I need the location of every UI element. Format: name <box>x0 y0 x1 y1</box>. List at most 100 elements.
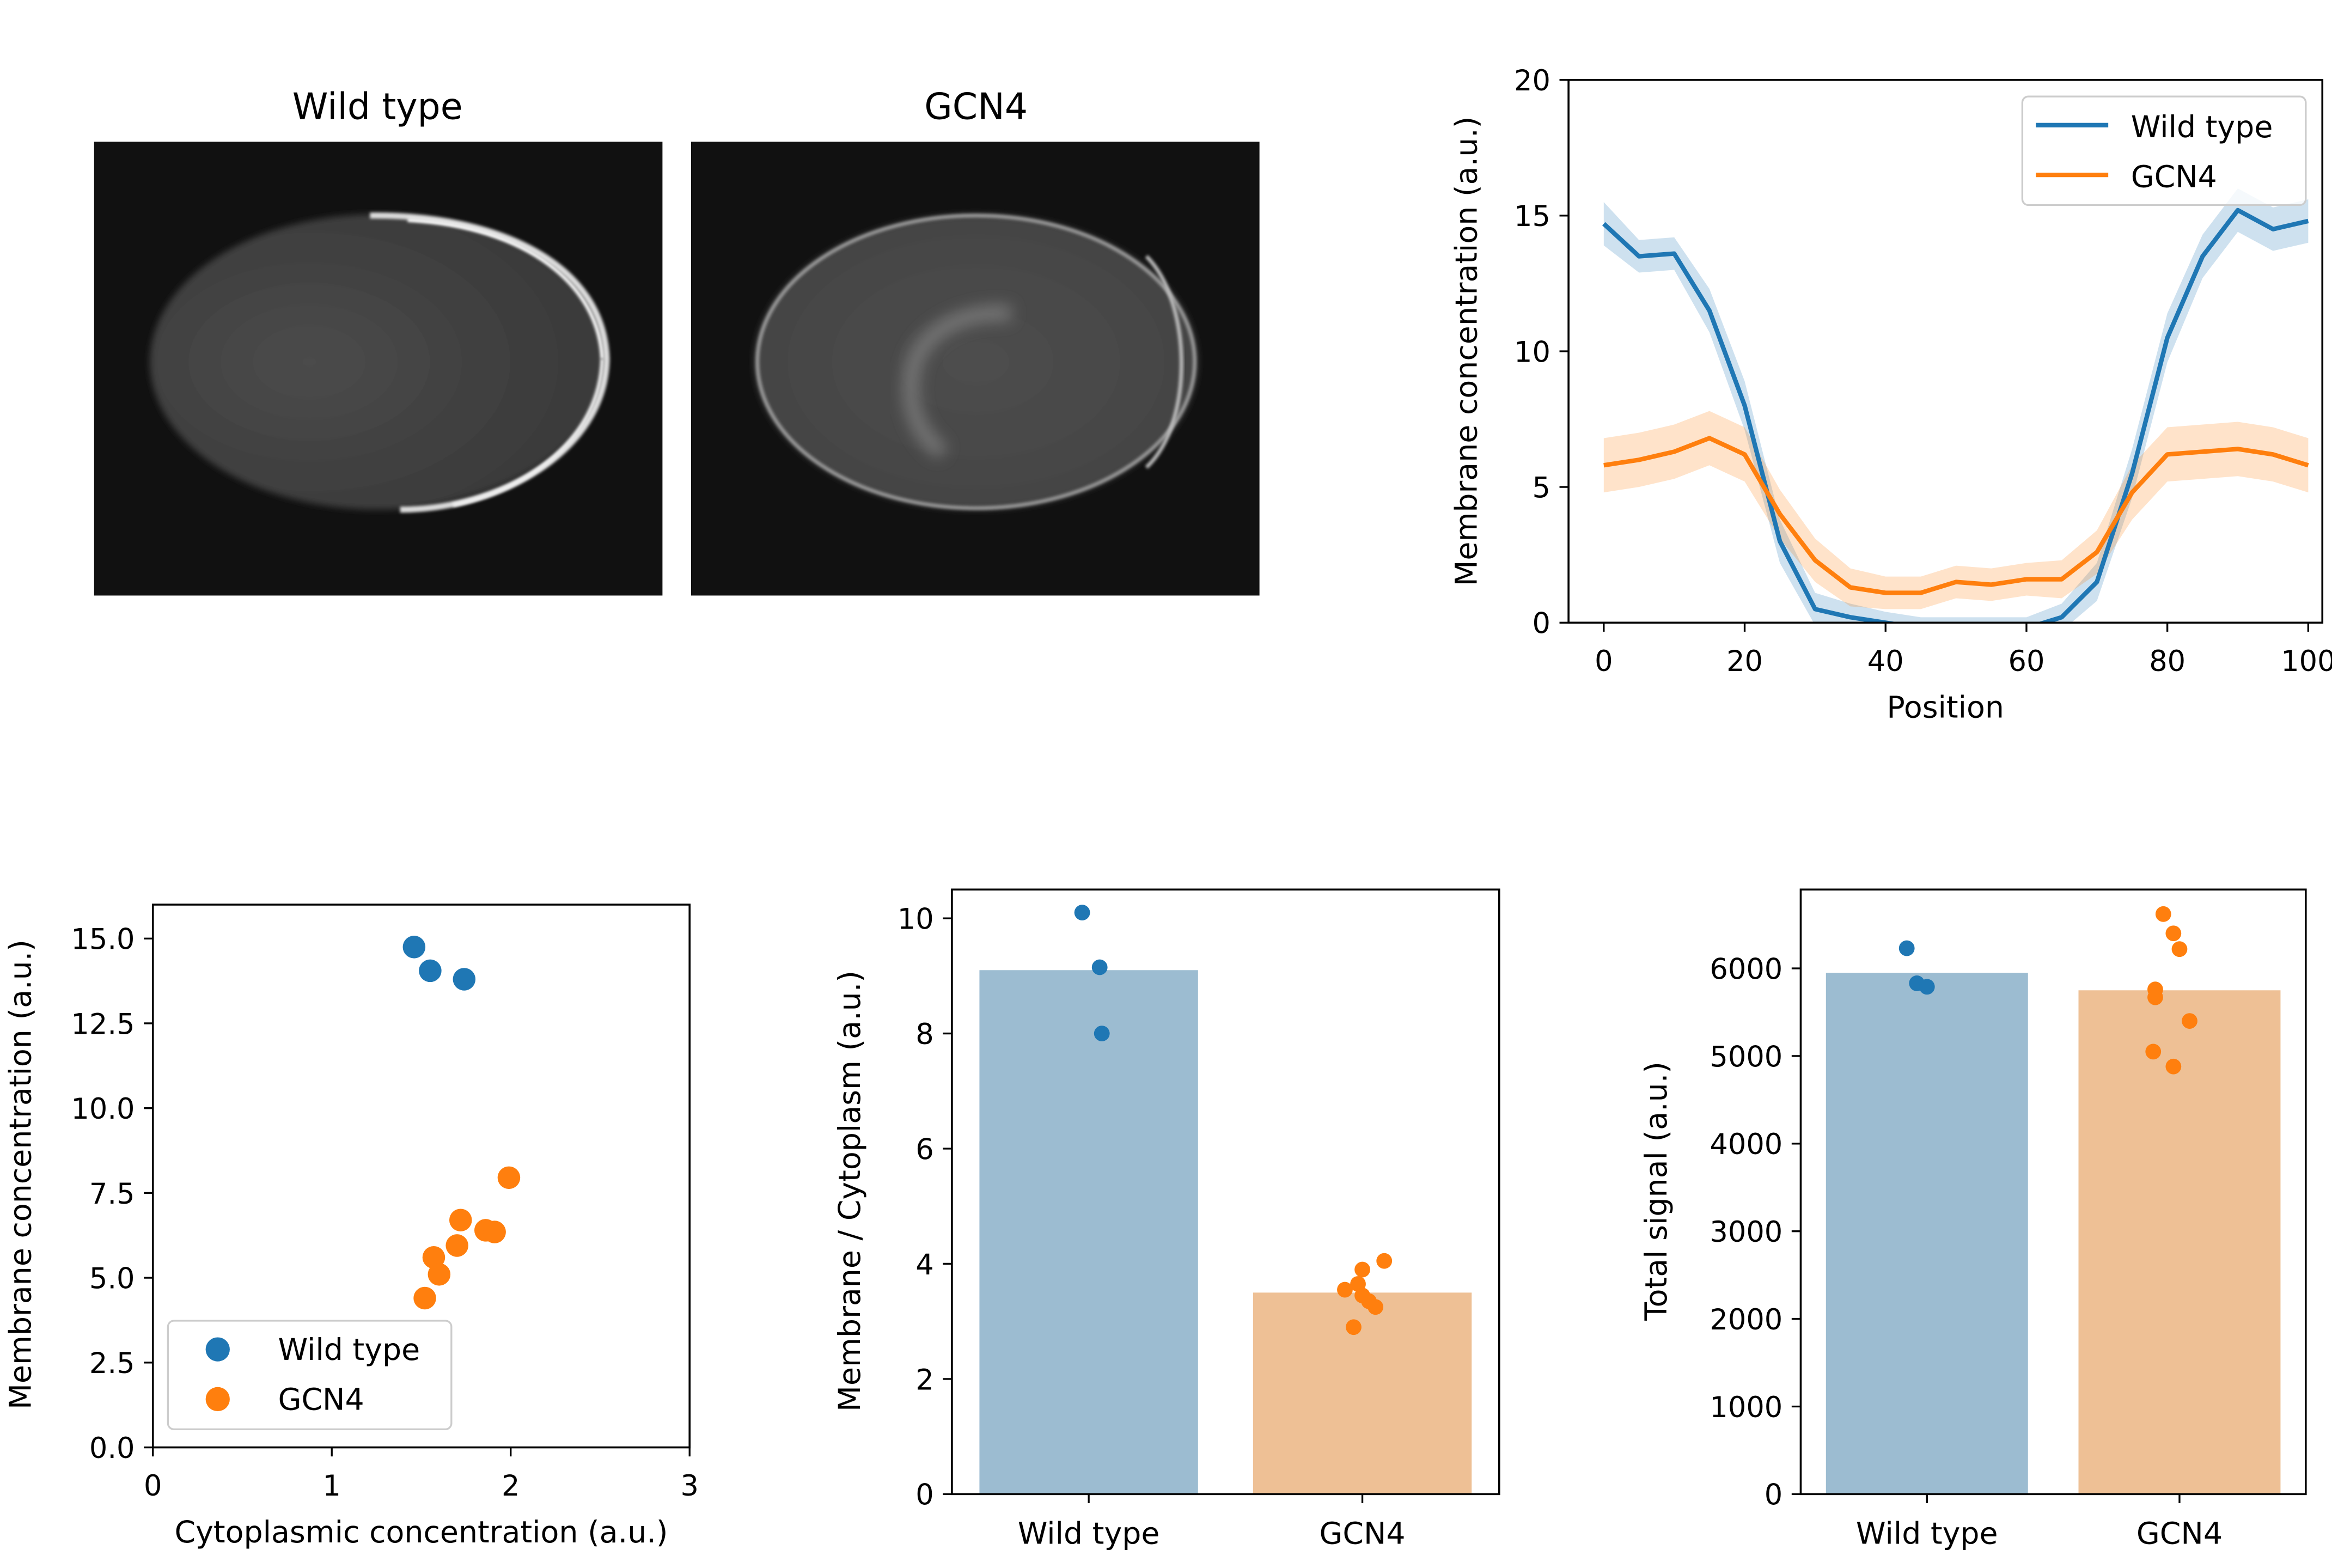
bar-wild-type <box>979 970 1198 1494</box>
point-gcn4 <box>2171 941 2188 957</box>
plot-b-xtick-label: 2 <box>502 1469 520 1503</box>
plot-b-ytick-label: 7.5 <box>89 1177 135 1211</box>
microscopy-gcn4: GCN4 <box>691 86 1260 596</box>
plot-a-ytick-label: 10 <box>1514 335 1550 369</box>
plot-a-ytick-label: 0 <box>1532 607 1550 640</box>
point-gcn4 <box>445 1234 468 1257</box>
point-gcn4 <box>449 1209 472 1231</box>
point-gcn4 <box>2165 1058 2182 1075</box>
plot-a-xtick-label: 100 <box>2281 645 2332 678</box>
category-label-gcn4: GCN4 <box>2136 1517 2223 1552</box>
point-gcn4 <box>428 1263 451 1286</box>
plot-c-frame <box>951 888 1500 1496</box>
bar-gcn4 <box>1253 1292 1472 1494</box>
plot-b-ytick-label: 0.0 <box>89 1432 135 1465</box>
series-gcn4-line <box>1603 436 2309 595</box>
plot-b-xlabel: Cytoplasmic concentration (a.u.) <box>174 1515 668 1550</box>
point-wild-type <box>402 936 426 959</box>
point-wild-type <box>453 968 476 991</box>
plot-a-legend-label-gcn4: GCN4 <box>2131 160 2217 194</box>
plot-b-ytick-label: 2.5 <box>89 1347 135 1380</box>
point-gcn4 <box>483 1221 506 1243</box>
plot-a-xtick-label: 0 <box>1595 645 1613 678</box>
point-gcn4 <box>1368 1299 1384 1315</box>
wild-type-cell-body <box>150 214 606 510</box>
panelD-ytick-label: 6000 <box>1710 953 1782 986</box>
point-gcn4 <box>1346 1319 1362 1335</box>
plot-a-ytick-label: 5 <box>1532 472 1550 505</box>
plot-b-ytick-label: 5.0 <box>89 1262 135 1295</box>
plot-b-ylabel: Membrane concentration (a.u.) <box>3 939 38 1410</box>
plot-b-legend: Wild type GCN4 <box>167 1320 453 1430</box>
panelC-ytick-label: 2 <box>915 1363 933 1396</box>
panelC-ytick-label: 6 <box>915 1133 933 1166</box>
point-gcn4 <box>422 1246 445 1269</box>
plot-b-xtick-label: 3 <box>681 1469 699 1503</box>
plot-b-ytick-label: 10.0 <box>71 1093 135 1126</box>
point-gcn4 <box>1354 1261 1370 1278</box>
category-label-gcn4: GCN4 <box>1319 1517 1405 1552</box>
panelD-ytick-label: 3000 <box>1710 1216 1782 1249</box>
plot-a-xtick-label: 40 <box>1867 645 1904 678</box>
point-wild-type <box>1091 959 1108 975</box>
point-wild-type <box>1074 905 1090 920</box>
point-gcn4 <box>2155 906 2171 922</box>
panelD-ytick-label: 4000 <box>1710 1128 1782 1161</box>
panelC-ytick-label: 0 <box>915 1479 933 1512</box>
plot-c-ylabel: Membrane / Cytoplasm (a.u.) <box>833 971 868 1412</box>
plot-a-legend: Wild type GCN4 <box>2021 95 2307 206</box>
total-signal-bar-plot: Wild type GCN4 0 1000 2000 3000 4000 5000 6000 T… <box>1639 888 2307 1552</box>
plot-b-xtick-label: 0 <box>144 1469 162 1503</box>
panelD-ytick-label: 1000 <box>1710 1391 1782 1424</box>
point-gcn4 <box>1337 1282 1353 1298</box>
point-wild-type <box>419 959 442 983</box>
membrane-vs-cytoplasm-scatter: 0 1 2 3 0.0 2.5 5.0 7.5 10.0 12.5 15.0 Cytoplasmic… <box>3 904 699 1550</box>
plot-b-ytick-label: 12.5 <box>71 1008 135 1041</box>
plot-b-xtick-label: 1 <box>322 1469 340 1503</box>
point-wild-type <box>1898 940 1915 956</box>
category-label-wild-type: Wild type <box>1856 1517 1998 1552</box>
plot-b-frame <box>151 904 691 1449</box>
panelC-ytick-label: 8 <box>915 1018 933 1051</box>
bar-wild-type <box>1826 973 2028 1494</box>
plot-b-ytick-label: 15.0 <box>71 923 135 956</box>
gcn4-cell-body <box>754 214 1198 510</box>
point-gcn4 <box>2147 981 2163 998</box>
plot-b-legend-label-gcn4: GCN4 <box>278 1382 364 1417</box>
membrane-cytoplasm-ratio-bar-plot: Wild type GCN4 0 2 4 6 8 10 Membrane / Cytoplas… <box>833 888 1500 1552</box>
panelD-ytick-label: 2000 <box>1710 1303 1782 1337</box>
gcn4-membrane-signal <box>755 213 1197 510</box>
point-gcn4 <box>1376 1253 1393 1269</box>
series-wild-type-line <box>1602 208 2309 623</box>
plot-a-xtick-label: 20 <box>1726 645 1763 678</box>
point-gcn4 <box>2182 1013 2197 1029</box>
plot-a-xtick-label: 60 <box>2009 645 2045 678</box>
bar-gcn4 <box>2078 990 2281 1494</box>
plot-b-legend-marker-gcn4 <box>205 1387 230 1412</box>
plot-a-ytick-label: 15 <box>1514 200 1550 233</box>
plot-b-legend-box <box>167 1320 453 1430</box>
category-label-wild-type: Wild type <box>1018 1517 1160 1552</box>
membrane-profile-line-plot: 0 20 40 60 80 100 0 5 10 15 20 Position Membrane c… <box>1449 64 2332 725</box>
plot-a-legend-label-wild-type: Wild type <box>2131 110 2273 145</box>
panelD-ytick-label: 5000 <box>1710 1040 1782 1073</box>
plot-d-frame <box>1799 888 2307 1496</box>
plot-a-xlabel: Position <box>1887 691 2004 725</box>
point-gcn4 <box>2145 1044 2162 1060</box>
plot-b-legend-marker-wild-type <box>205 1337 230 1362</box>
plot-a-xtick-label: 80 <box>2149 645 2186 678</box>
series-gcn4-error-band <box>1603 411 2309 609</box>
gcn4-cytoplasmic-puncta <box>903 305 1012 459</box>
plot-a-ylabel: Membrane concentration (a.u.) <box>1449 117 1484 587</box>
microscopy-wild-type: Wild type <box>94 86 663 596</box>
point-gcn4 <box>497 1166 521 1189</box>
point-gcn4 <box>413 1286 436 1310</box>
plot-d-ylabel: Total signal (a.u.) <box>1639 1061 1674 1321</box>
point-wild-type <box>1919 979 1935 995</box>
panelD-ytick-label: 0 <box>1765 1479 1782 1512</box>
point-gcn4 <box>2165 925 2182 942</box>
point-wild-type <box>1094 1026 1110 1041</box>
plot-a-ytick-label: 20 <box>1514 64 1550 97</box>
panelC-ytick-label: 4 <box>915 1248 933 1282</box>
